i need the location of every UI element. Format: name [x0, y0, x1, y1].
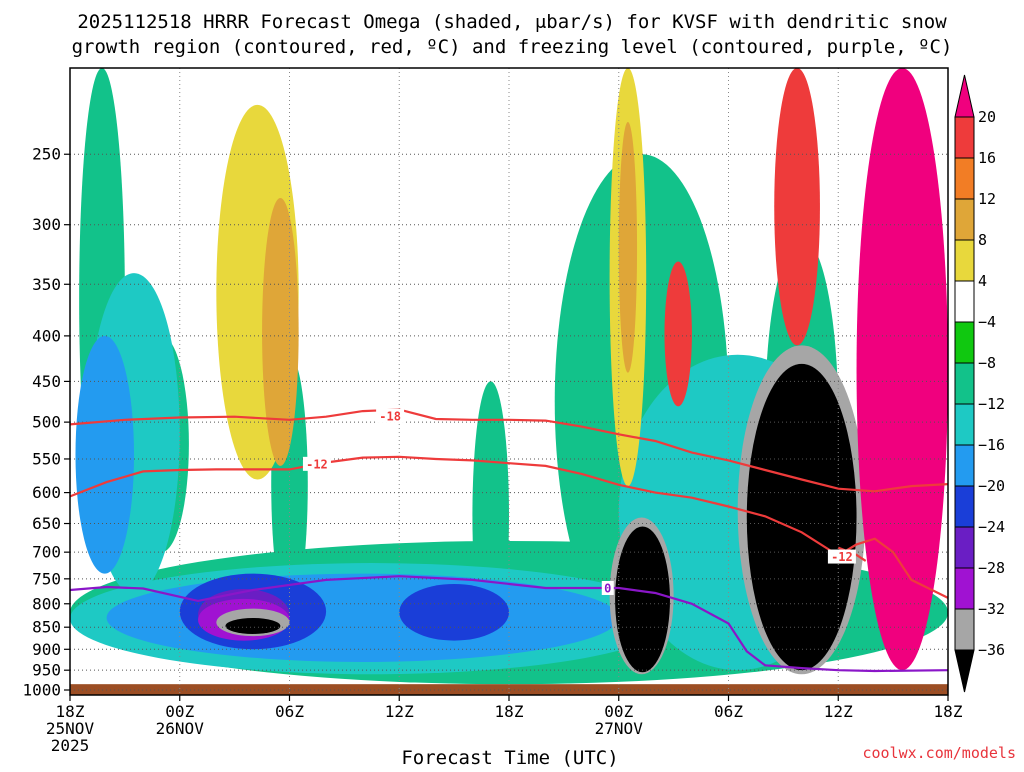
colorbar-tick-label: −28 — [978, 559, 1005, 577]
omega-region-19 — [615, 526, 670, 673]
x-tick-label: 18Z — [56, 702, 85, 721]
colorbar-bin — [954, 157, 975, 200]
colorbar-tick-label: −32 — [978, 600, 1005, 618]
omega-region-25 — [618, 122, 638, 373]
colorbar-bin — [954, 280, 975, 323]
colorbar-bin — [954, 567, 975, 610]
omega-region-17 — [225, 617, 281, 634]
y-tick-label: 250 — [32, 145, 61, 164]
dgz-contour-0-label: -18 — [379, 409, 401, 423]
freezing-level-contour-label-bg — [601, 580, 614, 595]
colorbar-bin — [954, 526, 975, 569]
x-tick-label: 06Z — [714, 702, 743, 721]
y-tick-label: 750 — [32, 569, 61, 588]
x-tick-label: 06Z — [275, 702, 304, 721]
x-tick-label: 12Z — [824, 702, 853, 721]
colorbar-tick-label: 16 — [978, 149, 996, 167]
omega-colorbar: 20 16 12 8 4 −4 −8 −12 −16 −20 −24 −28 −32 −36 — [954, 74, 1005, 693]
colorbar-tick-label: −36 — [978, 641, 1005, 659]
dgz-contour-1-label-bg — [302, 456, 331, 471]
colorbar-bin — [954, 321, 975, 364]
x-tick-label: 18Z — [495, 702, 524, 721]
colorbar-top-triangle — [954, 74, 975, 118]
y-tick-label: 400 — [32, 326, 61, 345]
omega-region-21 — [746, 363, 857, 671]
y-tick-label: 800 — [32, 594, 61, 613]
chart-title-line-1: 2025112518 HRRR Forecast Omega (shaded, … — [77, 11, 947, 33]
y-tick-label: 950 — [32, 661, 61, 680]
x-tick-label: 00Z — [604, 702, 633, 721]
temperature-contours: -18 -12 -12 0 — [70, 408, 948, 673]
colorbar-tick-label: −16 — [978, 436, 1005, 454]
colorbar-tick-label: 4 — [978, 272, 987, 290]
y-tick-label: 850 — [32, 618, 61, 637]
colorbar-bottom-triangle — [954, 649, 975, 693]
x-tick-label: 00Z — [165, 702, 194, 721]
omega-region-28 — [856, 68, 948, 671]
omega-region-27 — [774, 68, 820, 346]
dgz-contour-0 — [70, 408, 948, 493]
y-tick-label: 350 — [32, 275, 61, 294]
dgz-contour-0-label-bg — [376, 408, 405, 423]
colorbar-bin — [954, 485, 975, 528]
colorbar-bin — [954, 116, 975, 159]
colorbar-tick-label: 8 — [978, 231, 987, 249]
colorbar-bin — [954, 239, 975, 282]
colorbar-tick-label: −20 — [978, 477, 1005, 495]
colorbar-bin — [954, 403, 975, 446]
x-tick-label: 12Z — [385, 702, 414, 721]
y-tick-label: 700 — [32, 543, 61, 562]
dgz-contour-1-label: -12 — [306, 457, 328, 471]
colorbar-bin — [954, 608, 975, 651]
freezing-level-contour-label: 0 — [604, 581, 611, 595]
y-tick-label: 550 — [32, 449, 61, 468]
x-tick-label: 18Z — [934, 702, 963, 721]
x-tick-label: 27NOV — [595, 719, 644, 738]
colorbar-bin — [954, 198, 975, 241]
omega-region-13 — [399, 583, 509, 641]
x-tick-label: 26NOV — [156, 719, 205, 738]
y-tick-label: 900 — [32, 640, 61, 659]
colorbar-tick-label: −8 — [978, 354, 996, 372]
chart-title-line-2: growth region (contoured, red, ºC) and f… — [72, 36, 953, 58]
colorbar-tick-label: 12 — [978, 190, 996, 208]
colorbar-bin — [954, 362, 975, 405]
x-axis-label: Forecast Time (UTC) — [401, 747, 618, 768]
y-tick-label: 500 — [32, 413, 61, 432]
y-tick-label: 450 — [32, 372, 61, 391]
grid-lines — [70, 68, 948, 695]
omega-region-26 — [664, 261, 692, 407]
dgz-contour-1 — [70, 455, 948, 599]
dgz-contour-2-label-bg — [827, 549, 856, 564]
colorbar-tick-label: 20 — [978, 108, 996, 126]
y-tick-label: 300 — [32, 215, 61, 234]
y-tick-label: 650 — [32, 514, 61, 533]
plot-area — [70, 68, 948, 695]
colorbar-tick-label: −24 — [978, 518, 1005, 536]
y-tick-label: 600 — [32, 483, 61, 502]
colorbar-tick-label: −12 — [978, 395, 1005, 413]
omega-region-23 — [262, 198, 299, 466]
terrain-surface — [70, 684, 948, 695]
x-tick-label: 25NOV — [46, 719, 95, 738]
dgz-contour-2-label: -12 — [831, 550, 853, 564]
credit-link[interactable]: coolwx.com/models — [862, 744, 1016, 762]
axes: 250 300 350 400 450 500 550 600 650 700 750 800 850 9… — [22, 67, 963, 755]
omega-region-10 — [75, 335, 135, 574]
x-tick-label: 2025 — [51, 736, 90, 755]
colorbar-tick-label: −4 — [978, 313, 996, 331]
y-tick-label: 1000 — [22, 681, 61, 700]
colorbar-bin — [954, 444, 975, 487]
freezing-level-contour — [70, 575, 948, 673]
